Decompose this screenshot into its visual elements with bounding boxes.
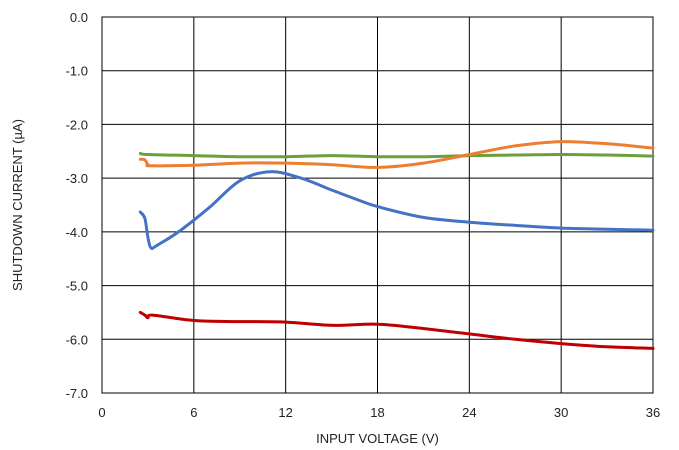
- plot-area-frame: [101, 16, 654, 394]
- x-tick-label: 18: [370, 405, 384, 420]
- y-tick-label: -5.0: [66, 279, 88, 294]
- series-line-1: [138, 151, 655, 159]
- series-line-2: [138, 140, 655, 169]
- y-tick-label: -2.0: [66, 117, 88, 132]
- y-tick-label: -4.0: [66, 225, 88, 240]
- series-line-4: [138, 310, 655, 350]
- x-tick-label: 0: [98, 405, 105, 420]
- x-tick-label: 6: [190, 405, 197, 420]
- y-tick-label: -7.0: [66, 386, 88, 401]
- y-axis-title: SHUTDOWN CURRENT (µA): [10, 119, 25, 291]
- x-tick-label: 36: [646, 405, 660, 420]
- y-tick-label: -6.0: [66, 332, 88, 347]
- y-tick-label: -3.0: [66, 171, 88, 186]
- x-tick-label: 12: [278, 405, 292, 420]
- y-tick-label: 0.0: [70, 10, 88, 25]
- x-axis-title: INPUT VOLTAGE (V): [316, 431, 439, 446]
- tick-labels: 0 6 12 18 24 30 36 0.0 -1.0 -2.0 -3.0 -4.0 -5.0 -6.0 -…: [66, 10, 661, 420]
- series-layer: [138, 140, 655, 350]
- x-tick-label: 30: [554, 405, 568, 420]
- y-tick-label: -1.0: [66, 64, 88, 79]
- x-tick-label: 24: [462, 405, 476, 420]
- series-line-3: [138, 170, 655, 250]
- grid: [101, 16, 654, 394]
